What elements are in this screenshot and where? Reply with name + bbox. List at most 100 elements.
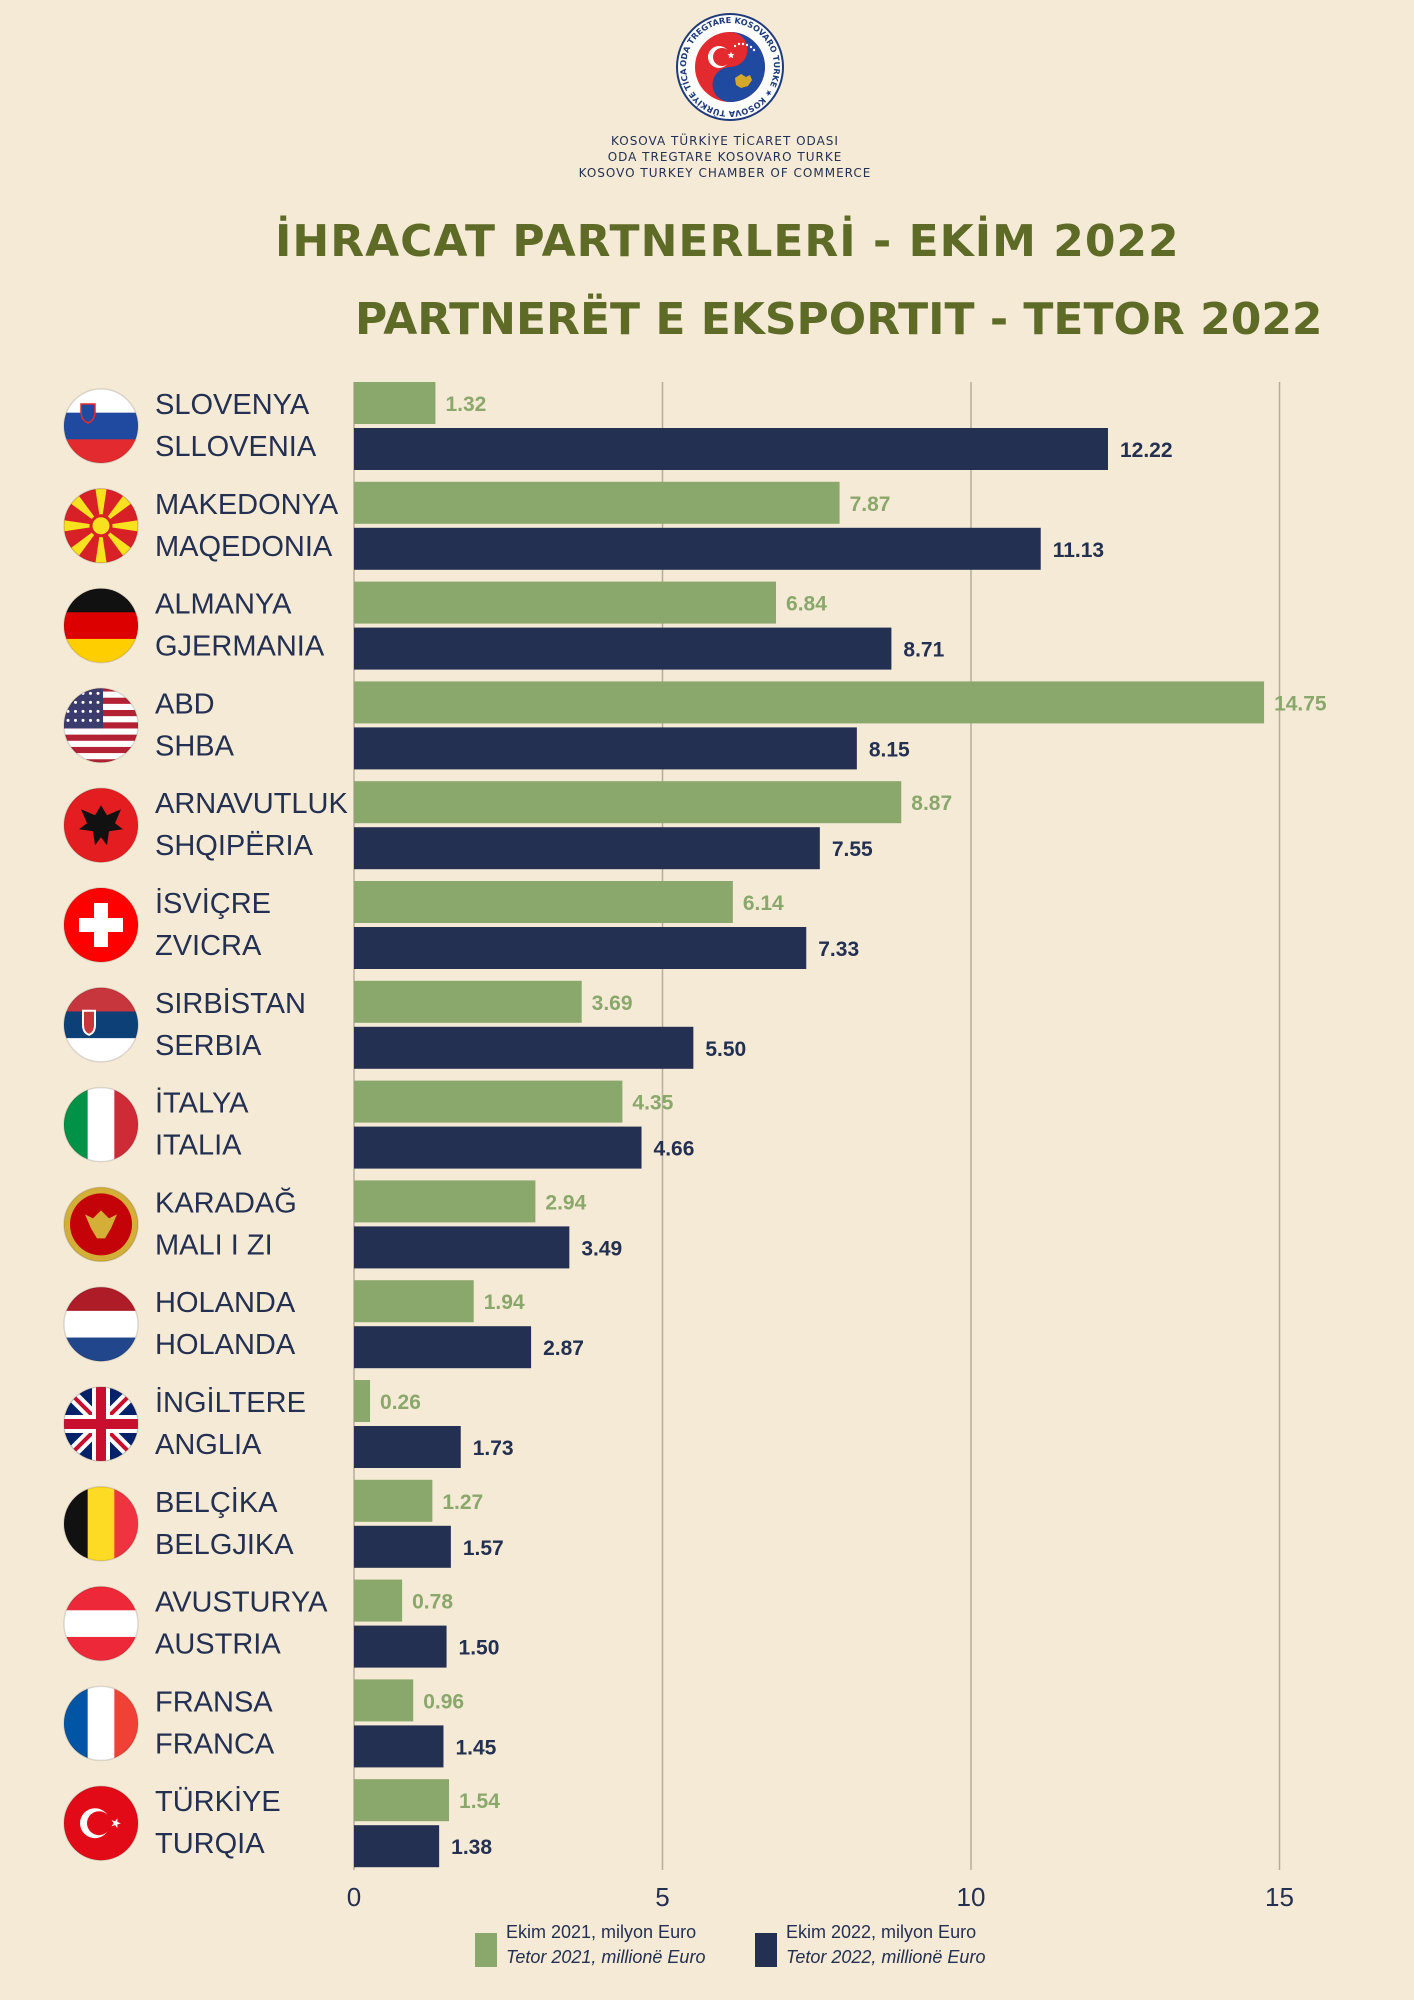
data-label-2021: 7.87	[850, 493, 891, 516]
data-label-2021: 1.32	[445, 393, 486, 416]
country-label-tr: ARNAVUTLUK	[155, 788, 348, 820]
bar-2022	[354, 527, 1041, 570]
legend-2021-line2: Tetor 2021, millionë Euro	[506, 1947, 706, 1967]
usa-flag-icon	[63, 687, 139, 764]
bar-2021	[354, 681, 1265, 724]
country-label-tr: İSVİÇRE	[155, 887, 271, 920]
bar-2021	[354, 1779, 450, 1822]
bar-2022	[354, 1525, 451, 1568]
germany-flag-icon	[63, 587, 139, 664]
org-name-tr: KOSOVA TÜRKİYE TİCARET ODASI	[611, 134, 839, 148]
data-label-2022: 2.87	[543, 1337, 584, 1360]
bar-2021	[354, 1280, 474, 1323]
country-label-tr: ALMANYA	[155, 589, 292, 621]
country-label-tr: KARADAĞ	[155, 1186, 297, 1219]
bar-2021	[354, 1479, 433, 1522]
bar-2022	[354, 1725, 444, 1768]
data-label-2022: 7.55	[832, 838, 873, 861]
x-axis-ticks: 0 5 10 15	[347, 1882, 1294, 1912]
country-label-tr: AVUSTURYA	[155, 1587, 328, 1619]
bar-2022	[354, 1026, 694, 1069]
data-label-2021: 1.27	[442, 1491, 483, 1514]
data-label-2021: 1.94	[484, 1291, 525, 1314]
data-label-2021: 6.84	[786, 593, 827, 616]
bar-2021	[354, 980, 582, 1023]
data-label-2021: 0.26	[380, 1391, 421, 1414]
country-label-tr: SLOVENYA	[155, 389, 310, 421]
data-label-2022: 1.50	[459, 1637, 500, 1660]
data-label-2022: 1.57	[463, 1537, 504, 1560]
country-label-sq: TURQIA	[155, 1828, 265, 1860]
data-label-2022: 1.38	[451, 1836, 492, 1859]
data-label-2022: 1.73	[473, 1437, 514, 1460]
country-label-sq: SHQIPËRIA	[155, 830, 314, 862]
bar-2022	[354, 927, 807, 969]
data-label-2021: 0.78	[412, 1591, 453, 1614]
data-label-2021: 4.35	[632, 1092, 673, 1115]
data-label-2022: 7.33	[818, 938, 859, 961]
country-label-sq: GJERMANIA	[155, 631, 325, 663]
italy-flag-icon	[63, 1086, 139, 1163]
bar-2021	[354, 581, 777, 624]
country-label-sq: FRANCA	[155, 1728, 275, 1760]
bar-2021	[354, 1380, 371, 1422]
north-macedonia-flag-icon	[63, 488, 139, 564]
bar-2021	[354, 1180, 536, 1223]
bar-2022	[354, 1326, 532, 1369]
bar-2021	[354, 781, 902, 824]
country-label-sq: MAQEDONIA	[155, 531, 333, 563]
country-label-tr: FRANSA	[155, 1686, 273, 1718]
bar-2022	[354, 827, 820, 870]
legend-2022-line2: Tetor 2022, millionë Euro	[786, 1947, 986, 1967]
chart-title-tr: İHRACAT PARTNERLERİ - EKİM 2022	[275, 216, 1180, 267]
bars: 1.32 12.22 7.87 11.13 6.84 8.71 14.75 8.15 8.87 7…	[354, 382, 1327, 1868]
bar-2022	[354, 627, 892, 670]
org-name-en: KOSOVO TURKEY CHAMBER OF COMMERCE	[578, 166, 872, 180]
data-label-2022: 4.66	[654, 1138, 695, 1161]
country-label-tr: İTALYA	[155, 1087, 249, 1120]
legend-2021-line1: Ekim 2021, milyon Euro	[506, 1922, 697, 1942]
data-label-2021: 0.96	[423, 1690, 464, 1713]
austria-flag-icon	[63, 1585, 139, 1662]
legend-item-2022: Ekim 2022, milyon Euro Tetor 2022, milli…	[786, 1920, 985, 1970]
data-label-2022: 12.22	[1120, 439, 1173, 462]
data-label-2021: 3.69	[592, 992, 633, 1015]
country-flags	[63, 388, 139, 1861]
albania-flag-icon	[63, 787, 139, 863]
data-label-2022: 8.15	[869, 738, 910, 761]
legend-2022-line1: Ekim 2022, milyon Euro	[786, 1922, 977, 1942]
bar-2022	[354, 1426, 461, 1468]
legend-item-2021: Ekim 2021, milyon Euro Tetor 2021, milli…	[506, 1920, 705, 1970]
x-tick-label: 15	[1265, 1882, 1294, 1912]
turkey-flag-icon	[63, 1785, 139, 1861]
belgium-flag-icon	[63, 1486, 139, 1562]
bar-2021	[354, 1579, 403, 1622]
country-label-tr: MAKEDONYA	[155, 489, 339, 521]
bar-2022	[354, 1126, 642, 1169]
bar-2022	[354, 1625, 447, 1668]
data-label-2022: 11.13	[1053, 539, 1104, 562]
grid-lines	[353, 382, 1281, 1870]
serbia-flag-icon	[63, 987, 139, 1063]
org-name-sq: ODA TREGTARE KOSOVARO TURKE	[607, 150, 843, 164]
country-label-sq: SERBIA	[155, 1030, 262, 1062]
bar-2021	[354, 481, 840, 524]
data-label-2021: 6.14	[743, 892, 784, 915]
chamber-logo: ODA TREGTARE KOSOVARO TURKE ★ KOSOVA TÜR…	[675, 12, 784, 121]
bar-2022	[354, 1825, 440, 1868]
legend-swatch-2022	[755, 1933, 777, 1967]
x-tick-label: 0	[347, 1882, 361, 1912]
country-label-tr: SIRBİSTAN	[155, 987, 306, 1020]
bar-2022	[354, 428, 1108, 470]
uk-flag-icon	[63, 1386, 139, 1462]
country-labels: SLOVENYA SLLOVENIA MAKEDONYA MAQEDONIA ALMAN…	[155, 389, 348, 1860]
country-label-sq: ANGLIA	[155, 1429, 262, 1461]
switzerland-flag-icon	[63, 887, 139, 963]
country-label-tr: ABD	[155, 688, 215, 720]
country-label-sq: MALI I ZI	[155, 1229, 273, 1261]
data-label-2022: 8.71	[903, 639, 944, 662]
legend-swatch-2021	[475, 1933, 497, 1967]
bar-2021	[354, 382, 436, 424]
bar-2022	[354, 1226, 570, 1269]
data-label-2022: 3.49	[581, 1237, 622, 1260]
